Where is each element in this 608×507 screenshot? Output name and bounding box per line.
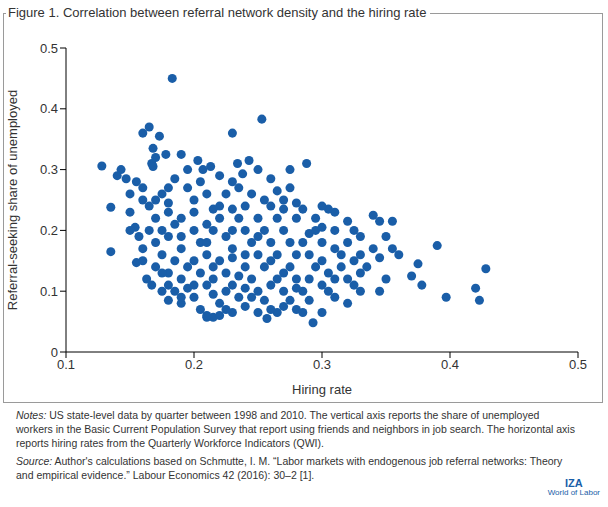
svg-text:0.5: 0.5 <box>40 41 58 56</box>
svg-text:0: 0 <box>51 345 58 360</box>
html-text:IZA: IZA <box>565 477 583 489</box>
html-text:Figure 1. Correlation between: Figure 1. Correlation between referral n… <box>8 5 427 20</box>
svg-text:0.1: 0.1 <box>40 284 58 299</box>
svg-text:Referral-seeking share of unem: Referral-seeking share of unemployed <box>8 90 20 310</box>
svg-text:0.4: 0.4 <box>40 101 58 116</box>
html-text:Notes: US state-level data by: Notes: US state-level data by quarter be… <box>16 409 575 449</box>
html-text:World of Labor: World of Labor <box>547 488 600 497</box>
svg-text:0.2: 0.2 <box>185 357 203 372</box>
html-text:Source: Author's calculations: Source: Author's calculations based on S… <box>16 455 563 481</box>
svg-text:0.2: 0.2 <box>40 223 58 238</box>
svg-text:0.3: 0.3 <box>40 162 58 177</box>
svg-text:0.5: 0.5 <box>569 357 587 372</box>
svg-text:Hiring rate: Hiring rate <box>292 382 352 397</box>
svg-text:0.4: 0.4 <box>441 357 459 372</box>
svg-text:0.1: 0.1 <box>57 357 75 372</box>
svg-text:0.3: 0.3 <box>313 357 331 372</box>
